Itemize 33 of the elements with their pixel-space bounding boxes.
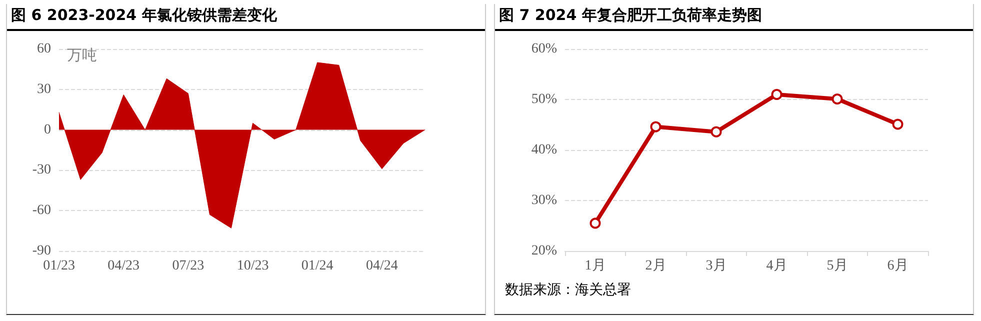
x-tick-label: 4月 (766, 258, 788, 274)
point (590, 218, 601, 229)
y-tick-label: 60% (531, 42, 558, 56)
y-tick-label: 30% (531, 193, 558, 208)
point (832, 93, 843, 104)
y-tick-label: 30 (37, 82, 51, 97)
point (710, 126, 722, 138)
x-tick-label: 2月 (645, 258, 666, 274)
x-tick-label: 6月 (887, 258, 908, 274)
x-tick-label: 5月 (826, 258, 848, 274)
x-tick-label: 04/23 (108, 258, 140, 274)
y-axis-title: 万吨 (67, 47, 97, 64)
chart-title: 图 6 2023-2024 年氯化铵供需差变化 (7, 4, 485, 31)
x-tick-label: 1月 (584, 258, 606, 274)
point (892, 118, 904, 130)
y-tick-label: 0 (44, 122, 51, 138)
point (650, 121, 662, 132)
x-tick-label: 04/24 (366, 258, 398, 274)
chart-title: 图 7 2024 年复合肥开工负荷率走势图 (495, 4, 973, 31)
y-tick-label: 60 (37, 42, 51, 56)
point (771, 88, 782, 100)
x-tick-label: 3月 (706, 258, 727, 274)
y-tick-label: -60 (32, 203, 51, 218)
y-tick-label: 40% (531, 142, 558, 158)
x-tick-label: 01/23 (43, 258, 75, 274)
y-tick-label: -30 (32, 162, 51, 178)
source-note: 数据来源：海关总署 (504, 281, 632, 300)
x-tick-label: 07/23 (172, 258, 204, 274)
y-tick-label: -90 (32, 244, 51, 258)
y-tick-label: 50% (531, 92, 558, 107)
x-tick-label: 01/24 (301, 258, 334, 274)
x-tick-label: 10/23 (236, 258, 269, 274)
y-tick-label: 20% (531, 244, 558, 258)
